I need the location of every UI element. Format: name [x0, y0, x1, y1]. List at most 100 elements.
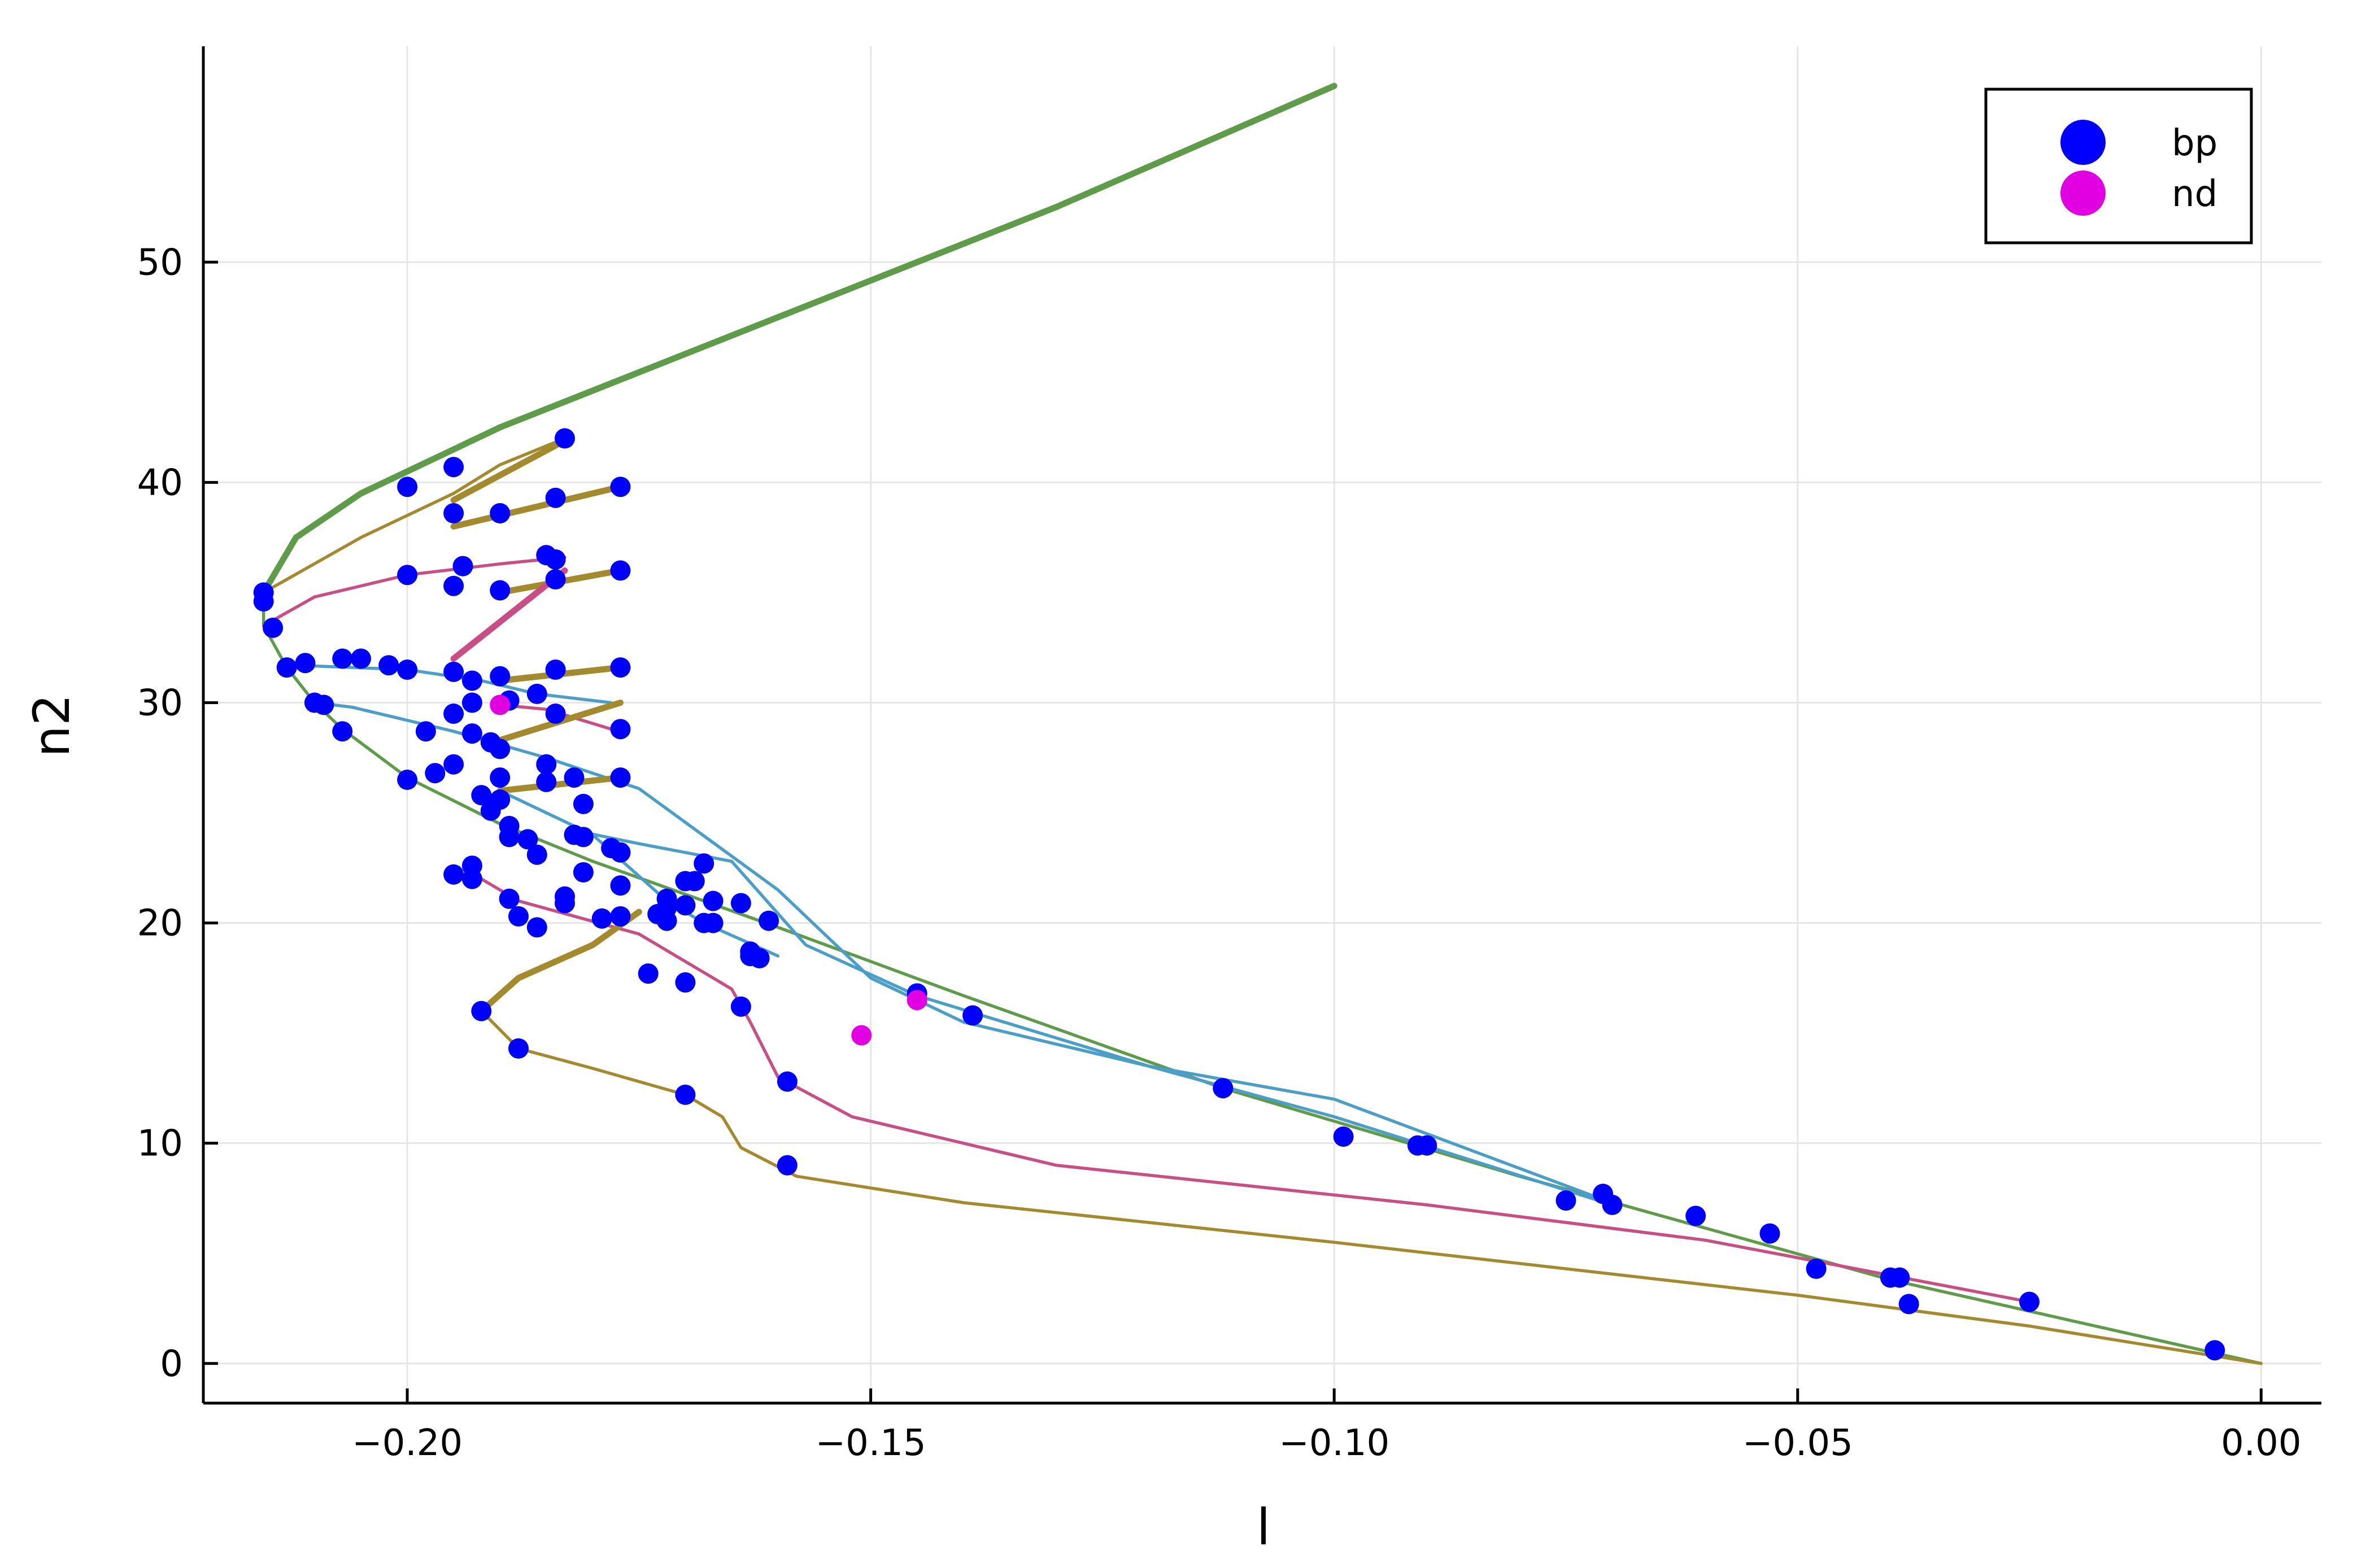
legend-marker-nd [2060, 171, 2106, 216]
bp-point [1889, 1267, 1910, 1288]
legend-marker-bp [2060, 120, 2106, 165]
bp-point [545, 569, 566, 589]
y-tick-label: 30 [137, 682, 183, 724]
bp-point [499, 827, 520, 848]
nd-point [851, 1025, 872, 1046]
bp-point [555, 428, 575, 449]
bp-point [332, 721, 353, 742]
bp-point [1685, 1206, 1706, 1226]
bp-point [536, 545, 557, 566]
bp-point [610, 875, 631, 896]
bp-point [425, 763, 446, 784]
bp-point [703, 890, 724, 911]
bp-point [536, 771, 557, 792]
bp-point [480, 800, 501, 821]
bp-point [610, 842, 631, 863]
legend-box [1984, 88, 2253, 244]
branch-curve-11 [450, 437, 568, 504]
x-axis-label: l [1257, 1498, 1270, 1556]
branch-curve-16 [496, 774, 624, 794]
y-axis-label: n2 [23, 694, 81, 757]
y-tick-label: 50 [137, 242, 183, 283]
branch-curve-9 [262, 436, 567, 595]
bp-point [443, 457, 464, 478]
bp-point [555, 893, 575, 914]
bp-point [573, 827, 594, 848]
nd-point [490, 695, 511, 715]
x-tick-label: −0.05 [1742, 1422, 1853, 1464]
bp-point [397, 477, 418, 497]
y-tick-label: 40 [137, 462, 183, 504]
bp-point [694, 853, 714, 874]
branch-curve-2 [313, 701, 1596, 1198]
bp-point [675, 1084, 696, 1105]
bp-point [777, 1071, 798, 1092]
bp-point [703, 912, 724, 933]
bp-point [759, 910, 779, 931]
bp-point [1759, 1223, 1780, 1244]
bp-point [610, 906, 631, 927]
bp-point [461, 868, 482, 889]
bp-point [471, 785, 492, 806]
bp-point [591, 908, 612, 929]
branch-curve-0 [260, 82, 1337, 596]
bp-point [443, 503, 464, 523]
branch-curve-17 [478, 909, 642, 1015]
bp-point [545, 659, 566, 680]
bp-point [610, 719, 631, 740]
bp-point [461, 670, 482, 691]
bp-point [684, 871, 705, 892]
bp-point [490, 503, 511, 523]
tick-labels: −0.20 −0.15 −0.10 −0.05 0.00 0 10 20 30 40 50 [137, 242, 2302, 1464]
bp-point [397, 659, 418, 680]
bp-point [490, 580, 511, 601]
bp-point [675, 972, 696, 993]
legend: bp nd [1984, 88, 2253, 244]
bp-point [517, 829, 538, 850]
bp-point [638, 963, 659, 984]
bp-point [332, 648, 353, 669]
bp-point [461, 692, 482, 713]
bp-point [1555, 1190, 1576, 1211]
bp-point [443, 864, 464, 885]
bp-point [1898, 1294, 1919, 1314]
bp-point [443, 704, 464, 724]
nd-point [907, 990, 927, 1011]
bp-point [415, 721, 436, 742]
bp-point [471, 1001, 492, 1021]
bp-point [2019, 1291, 2040, 1312]
bp-point [499, 888, 520, 909]
legend-label-bp: bp [2172, 123, 2217, 164]
bp-point [443, 661, 464, 682]
bp-point [443, 754, 464, 775]
bp-point [730, 893, 751, 914]
x-tick-label: −0.10 [1279, 1422, 1389, 1464]
bp-point [490, 666, 511, 687]
x-tick-label: −0.15 [816, 1422, 926, 1464]
bp-point [1417, 1135, 1437, 1156]
bp-point [508, 1038, 529, 1059]
legend-label-nd: nd [2172, 173, 2217, 215]
bp-point [656, 910, 677, 931]
bp-point [1602, 1194, 1623, 1215]
bp-point [536, 754, 557, 775]
branch-curve-4 [572, 828, 1614, 1207]
bp-point [313, 695, 334, 715]
bp-point [2204, 1340, 2225, 1361]
bp-point [378, 655, 399, 676]
bp-point [526, 683, 547, 704]
bp-point [351, 648, 371, 669]
bp-point [443, 575, 464, 596]
x-tick-label: 0.00 [2221, 1422, 2302, 1464]
axes [202, 46, 2321, 1405]
bp-point [740, 946, 761, 967]
bp-point [962, 1005, 983, 1026]
bp-point [490, 767, 511, 788]
branch-curve-18 [450, 567, 568, 662]
bp-point [610, 767, 631, 788]
bp-point [573, 862, 594, 883]
bp-point [295, 653, 316, 674]
bp-point [610, 560, 631, 581]
branch-curve-10 [480, 1009, 2263, 1365]
